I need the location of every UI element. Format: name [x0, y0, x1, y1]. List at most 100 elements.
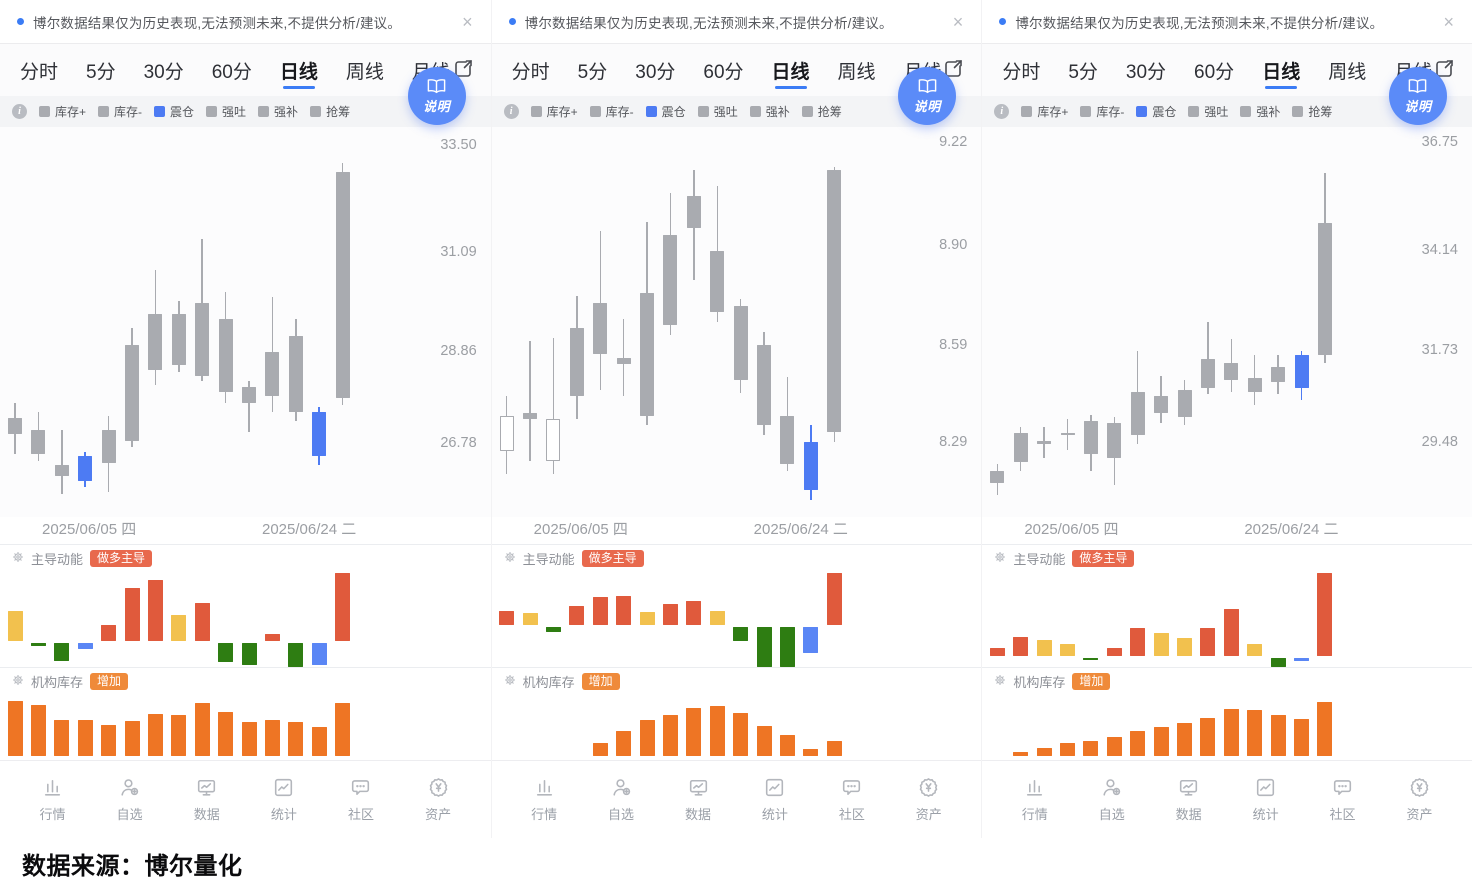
tab-60分[interactable]: 60分: [211, 61, 252, 83]
close-icon[interactable]: ×: [462, 11, 473, 32]
stats-trend-icon: [1257, 778, 1275, 797]
legend-swatch: [39, 106, 50, 117]
gear-icon[interactable]: [504, 674, 516, 688]
tab-30分[interactable]: 30分: [635, 61, 676, 83]
inventory-bar: [826, 741, 842, 756]
nav-item-quotes[interactable]: 行情: [26, 775, 80, 823]
monitor-trend-icon: [689, 779, 707, 796]
tab-30分[interactable]: 30分: [1125, 61, 1167, 83]
momentum-bar: [1060, 643, 1075, 656]
tab-5分[interactable]: 5分: [1068, 61, 1098, 83]
momentum-bar: [1036, 640, 1052, 656]
legend-swatch: [589, 106, 601, 117]
legend-item-库存-[interactable]: 库存-: [98, 103, 142, 120]
info-icon[interactable]: i: [503, 104, 519, 119]
candle-body: [1037, 440, 1052, 444]
legend-item-抢筹[interactable]: 抢筹: [801, 103, 842, 120]
nav-item-stats[interactable]: 统计: [748, 775, 802, 823]
legend-item-强补[interactable]: 强补: [749, 103, 790, 120]
tab-分时[interactable]: 分时: [511, 61, 550, 83]
info-icon[interactable]: i: [12, 104, 27, 119]
inventory-bar: [311, 727, 327, 756]
nav-item-community[interactable]: 社区: [334, 775, 388, 823]
legend-item-强补[interactable]: 强补: [1240, 103, 1280, 120]
candle-body: [593, 302, 608, 355]
nav-item-data[interactable]: 数据: [671, 775, 725, 823]
tab-60分[interactable]: 60分: [703, 61, 744, 83]
nav-item-stats[interactable]: 统计: [257, 775, 311, 823]
momentum-bar: [779, 627, 795, 667]
tab-5分[interactable]: 5分: [86, 61, 116, 83]
nav-item-assets[interactable]: 资产: [411, 775, 465, 823]
nav-item-data[interactable]: 数据: [180, 775, 234, 823]
legend-item-库存-[interactable]: 库存-: [1080, 103, 1124, 120]
candle-body: [780, 415, 795, 465]
inventory-badge: 增加: [90, 672, 129, 690]
legend-item-强吐[interactable]: 强吐: [206, 103, 246, 120]
tab-周线[interactable]: 周线: [837, 61, 876, 83]
tab-30分[interactable]: 30分: [143, 61, 184, 83]
close-icon[interactable]: ×: [952, 11, 964, 32]
gear-icon[interactable]: [12, 674, 24, 688]
nav-item-watchlist[interactable]: 自选: [594, 775, 648, 823]
candle-body: [1154, 396, 1169, 413]
legend-item-强补[interactable]: 强补: [258, 103, 298, 120]
help-floating-button[interactable]: 说明: [898, 67, 957, 125]
momentum-bar: [662, 604, 678, 625]
nav-item-assets[interactable]: 资产: [1392, 775, 1446, 823]
tab-周线[interactable]: 周线: [1328, 61, 1367, 83]
nav-label-行情: 行情: [39, 807, 66, 822]
momentum-bar: [77, 642, 93, 649]
legend-item-库存-[interactable]: 库存-: [589, 103, 634, 120]
legend-item-抢筹[interactable]: 抢筹: [1292, 103, 1332, 120]
inventory-bar: [1223, 709, 1239, 756]
help-floating-button[interactable]: 说明: [407, 67, 466, 125]
inventory-bar: [686, 708, 702, 756]
nav-item-stats[interactable]: 统计: [1239, 775, 1293, 823]
legend-item-震仓[interactable]: 震仓: [154, 103, 194, 120]
nav-item-quotes[interactable]: 行情: [1008, 775, 1062, 823]
inventory-bar: [756, 726, 772, 756]
candle-body: [1013, 433, 1028, 463]
legend-item-强吐[interactable]: 强吐: [697, 103, 738, 120]
legend-item-强吐[interactable]: 强吐: [1188, 103, 1228, 120]
legend-item-震仓[interactable]: 震仓: [1136, 103, 1176, 120]
momentum-bar: [218, 642, 234, 663]
nav-item-community[interactable]: 社区: [825, 775, 879, 823]
tab-周线[interactable]: 周线: [345, 61, 384, 83]
momentum-bar: [30, 642, 46, 647]
tab-日线[interactable]: 日线: [758, 44, 824, 96]
inventory-bar: [1130, 730, 1146, 756]
nav-item-assets[interactable]: 资产: [902, 775, 956, 823]
legend-item-震仓[interactable]: 震仓: [645, 103, 686, 120]
nav-item-watchlist[interactable]: 自选: [1085, 775, 1139, 823]
gear-icon[interactable]: [12, 551, 24, 565]
legend-item-库存+[interactable]: 库存+: [1021, 103, 1068, 120]
legend-item-库存+[interactable]: 库存+: [530, 103, 578, 120]
legend-item-抢筹[interactable]: 抢筹: [310, 103, 350, 120]
legend-swatch: [1188, 106, 1200, 117]
candle-wick: [248, 380, 250, 432]
info-icon[interactable]: i: [994, 104, 1010, 119]
momentum-bar: [241, 642, 257, 666]
nav-item-watchlist[interactable]: 自选: [103, 775, 157, 823]
inventory-bar: [662, 715, 678, 756]
tab-5分[interactable]: 5分: [577, 61, 608, 83]
tab-日线[interactable]: 日线: [266, 44, 332, 96]
close-icon[interactable]: ×: [1443, 11, 1454, 32]
nav-item-community[interactable]: 社区: [1316, 775, 1370, 823]
tab-60分[interactable]: 60分: [1194, 61, 1235, 83]
legend-swatch: [1240, 106, 1252, 117]
gear-icon[interactable]: [504, 551, 516, 565]
nav-item-data[interactable]: 数据: [1162, 775, 1216, 823]
gear-icon[interactable]: [994, 551, 1006, 565]
momentum-bar: [335, 573, 351, 641]
tab-分时[interactable]: 分时: [20, 61, 59, 83]
gear-icon[interactable]: [994, 674, 1006, 688]
nav-item-quotes[interactable]: 行情: [517, 775, 571, 823]
help-floating-button[interactable]: 说明: [1388, 67, 1447, 125]
legend-item-库存+[interactable]: 库存+: [39, 103, 86, 120]
tab-日线[interactable]: 日线: [1248, 44, 1314, 96]
tab-分时[interactable]: 分时: [1002, 61, 1041, 83]
nav-label-数据: 数据: [193, 807, 220, 822]
